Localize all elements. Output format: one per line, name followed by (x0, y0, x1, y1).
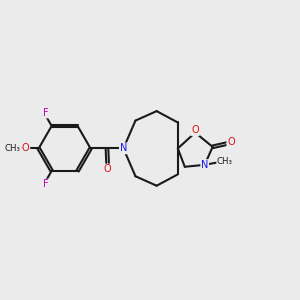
Text: CH₃: CH₃ (5, 144, 21, 153)
Text: CH₃: CH₃ (217, 157, 233, 166)
Text: F: F (43, 108, 49, 118)
Text: N: N (120, 143, 127, 153)
Text: F: F (43, 179, 49, 189)
Text: O: O (104, 164, 111, 174)
Text: O: O (191, 125, 199, 135)
Text: N: N (120, 143, 127, 153)
Text: N: N (201, 160, 208, 170)
Text: O: O (227, 137, 235, 147)
Text: O: O (22, 143, 29, 153)
